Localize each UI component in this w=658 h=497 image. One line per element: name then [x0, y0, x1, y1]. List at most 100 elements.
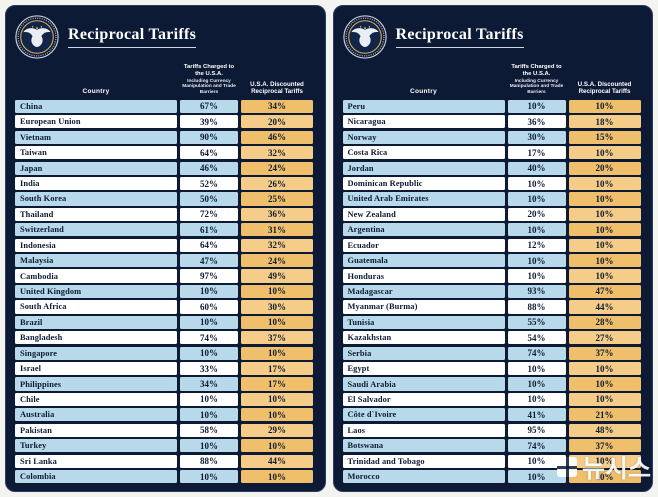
table-row: Botswana 74% 37% — [342, 439, 644, 453]
reciprocal-tariff-cell: 24% — [241, 254, 313, 268]
reciprocal-tariff-cell: 44% — [241, 454, 313, 468]
charged-tariff-cell: 10% — [507, 392, 566, 407]
table-row: El Salvador 10% 10% — [342, 392, 644, 407]
table-row: Australia 10% 10% — [15, 408, 316, 422]
table-row: United Arab Emirates 10% 10% — [342, 192, 644, 206]
charged-tariff-cell: 10% — [180, 408, 238, 422]
country-cell: United Arab Emirates — [342, 192, 505, 206]
charged-tariff-cell: 52% — [180, 176, 238, 191]
charged-tariff-cell: 33% — [180, 361, 238, 376]
reciprocal-tariff-cell: 15% — [568, 130, 641, 144]
country-cell: New Zealand — [342, 207, 505, 221]
reciprocal-tariff-cell: 10% — [568, 469, 641, 484]
country-cell: European Union — [15, 115, 177, 129]
table-row: Pakistan 58% 29% — [15, 423, 316, 437]
charged-tariff-cell: 12% — [507, 238, 566, 252]
country-cell: Trinidad and Tobago — [342, 454, 505, 468]
charged-tariff-cell: 40% — [507, 161, 566, 175]
country-cell: Japan — [15, 161, 177, 175]
reciprocal-tariff-cell: 31% — [241, 223, 313, 237]
reciprocal-tariff-cell: 27% — [568, 331, 641, 345]
country-cell: Australia — [15, 408, 177, 422]
country-cell: Jordan — [342, 161, 505, 175]
column-header-charged-main: Tariffs Charged to the U.S.A. — [511, 64, 562, 77]
table-row: Sri Lanka 88% 44% — [15, 454, 316, 468]
column-header-country: Country — [82, 87, 110, 95]
reciprocal-tariff-cell: 37% — [241, 331, 313, 345]
country-cell: Indonesia — [15, 238, 177, 252]
reciprocal-tariff-cell: 44% — [568, 300, 641, 314]
charged-tariff-cell: 36% — [507, 115, 566, 129]
charged-tariff-cell: 88% — [180, 454, 238, 468]
reciprocal-tariff-cell: 10% — [568, 254, 641, 268]
charged-tariff-cell: 64% — [180, 238, 238, 252]
board-title: Reciprocal Tariffs — [395, 26, 524, 48]
reciprocal-tariff-cell: 10% — [568, 146, 641, 160]
country-cell: India — [15, 176, 177, 191]
country-cell: Saudi Arabia — [342, 377, 505, 391]
column-header-country: Country — [409, 87, 437, 95]
charged-tariff-cell: 10% — [507, 192, 566, 206]
table-row: India 52% 26% — [15, 176, 316, 191]
reciprocal-tariff-cell: 10% — [241, 469, 313, 484]
country-cell: Morocco — [342, 469, 505, 484]
newsis-logo-icon — [556, 457, 577, 477]
table-row: European Union 39% 20% — [15, 115, 316, 129]
reciprocal-tariff-cell: 18% — [568, 115, 641, 129]
table-row: Trinidad and Tobago 10% 10% — [342, 454, 644, 468]
reciprocal-tariff-cell: 10% — [568, 392, 641, 407]
charged-tariff-cell: 72% — [180, 207, 238, 221]
country-cell: Madagascar — [342, 284, 505, 299]
table-row: Turkey 10% 10% — [15, 439, 316, 453]
table-row: Egypt 10% 10% — [342, 361, 644, 376]
table-row: Colombia 10% 10% — [15, 469, 316, 484]
country-cell: Switzerland — [15, 223, 177, 237]
reciprocal-tariff-cell: 10% — [241, 408, 313, 422]
reciprocal-tariff-cell: 10% — [241, 284, 313, 299]
country-cell: Argentina — [342, 223, 505, 237]
country-cell: Vietnam — [15, 130, 177, 144]
table-row: Ecuador 12% 10% — [342, 238, 644, 252]
charged-tariff-cell: 10% — [180, 284, 238, 299]
column-header-charged: Tariffs Charged to the U.S.A. Including … — [508, 64, 566, 96]
table-row: Thailand 72% 36% — [15, 207, 316, 221]
charged-tariff-cell: 64% — [180, 146, 238, 160]
country-cell: Dominican Republic — [342, 176, 505, 191]
board-title: Reciprocal Tariffs — [68, 26, 197, 48]
table-row: Peru 10% 10% — [342, 99, 644, 114]
tariff-board-left: Reciprocal Tariffs Country Tariffs Charg… — [5, 5, 326, 492]
charged-tariff-cell: 10% — [507, 269, 566, 283]
charged-tariff-cell: 90% — [180, 130, 238, 144]
table-row: United Kingdom 10% 10% — [15, 284, 316, 299]
presidential-seal-icon — [15, 15, 59, 59]
table-row: Switzerland 61% 31% — [15, 223, 316, 237]
charged-tariff-cell: 34% — [180, 377, 238, 391]
column-headers: Country Tariffs Charged to the U.S.A. In… — [15, 64, 316, 96]
charged-tariff-cell: 17% — [507, 146, 566, 160]
table-row: Morocco 10% 10% — [342, 469, 644, 484]
country-cell: El Salvador — [342, 392, 505, 407]
country-cell: Tunisia — [342, 315, 505, 329]
table-row: Bangladesh 74% 37% — [15, 331, 316, 345]
charged-tariff-cell: 10% — [507, 176, 566, 191]
charged-tariff-cell: 74% — [507, 346, 566, 360]
board-header: Reciprocal Tariffs — [15, 13, 316, 61]
table-row: China 67% 34% — [15, 99, 316, 114]
table-row: New Zealand 20% 10% — [342, 207, 644, 221]
reciprocal-tariff-cell: 10% — [568, 192, 641, 206]
charged-tariff-cell: 54% — [507, 331, 566, 345]
table-row: Brazil 10% 10% — [15, 315, 316, 329]
charged-tariff-cell: 97% — [180, 269, 238, 283]
reciprocal-tariff-cell: 20% — [568, 161, 641, 175]
table-row: Saudi Arabia 10% 10% — [342, 377, 644, 391]
column-header-charged-sub: Including Currency Manipulation and Trad… — [509, 78, 564, 96]
country-cell: Cambodia — [15, 269, 177, 283]
column-header-charged-sub: Including Currency Manipulation and Trad… — [182, 78, 236, 96]
board-header: Reciprocal Tariffs — [342, 13, 644, 61]
reciprocal-tariff-cell: 10% — [568, 377, 641, 391]
charged-tariff-cell: 88% — [507, 300, 566, 314]
reciprocal-tariff-cell: 29% — [241, 423, 313, 437]
table-row: Dominican Republic 10% 10% — [342, 176, 644, 191]
reciprocal-tariff-cell: 21% — [568, 408, 641, 422]
reciprocal-tariff-cell: 32% — [241, 238, 313, 252]
